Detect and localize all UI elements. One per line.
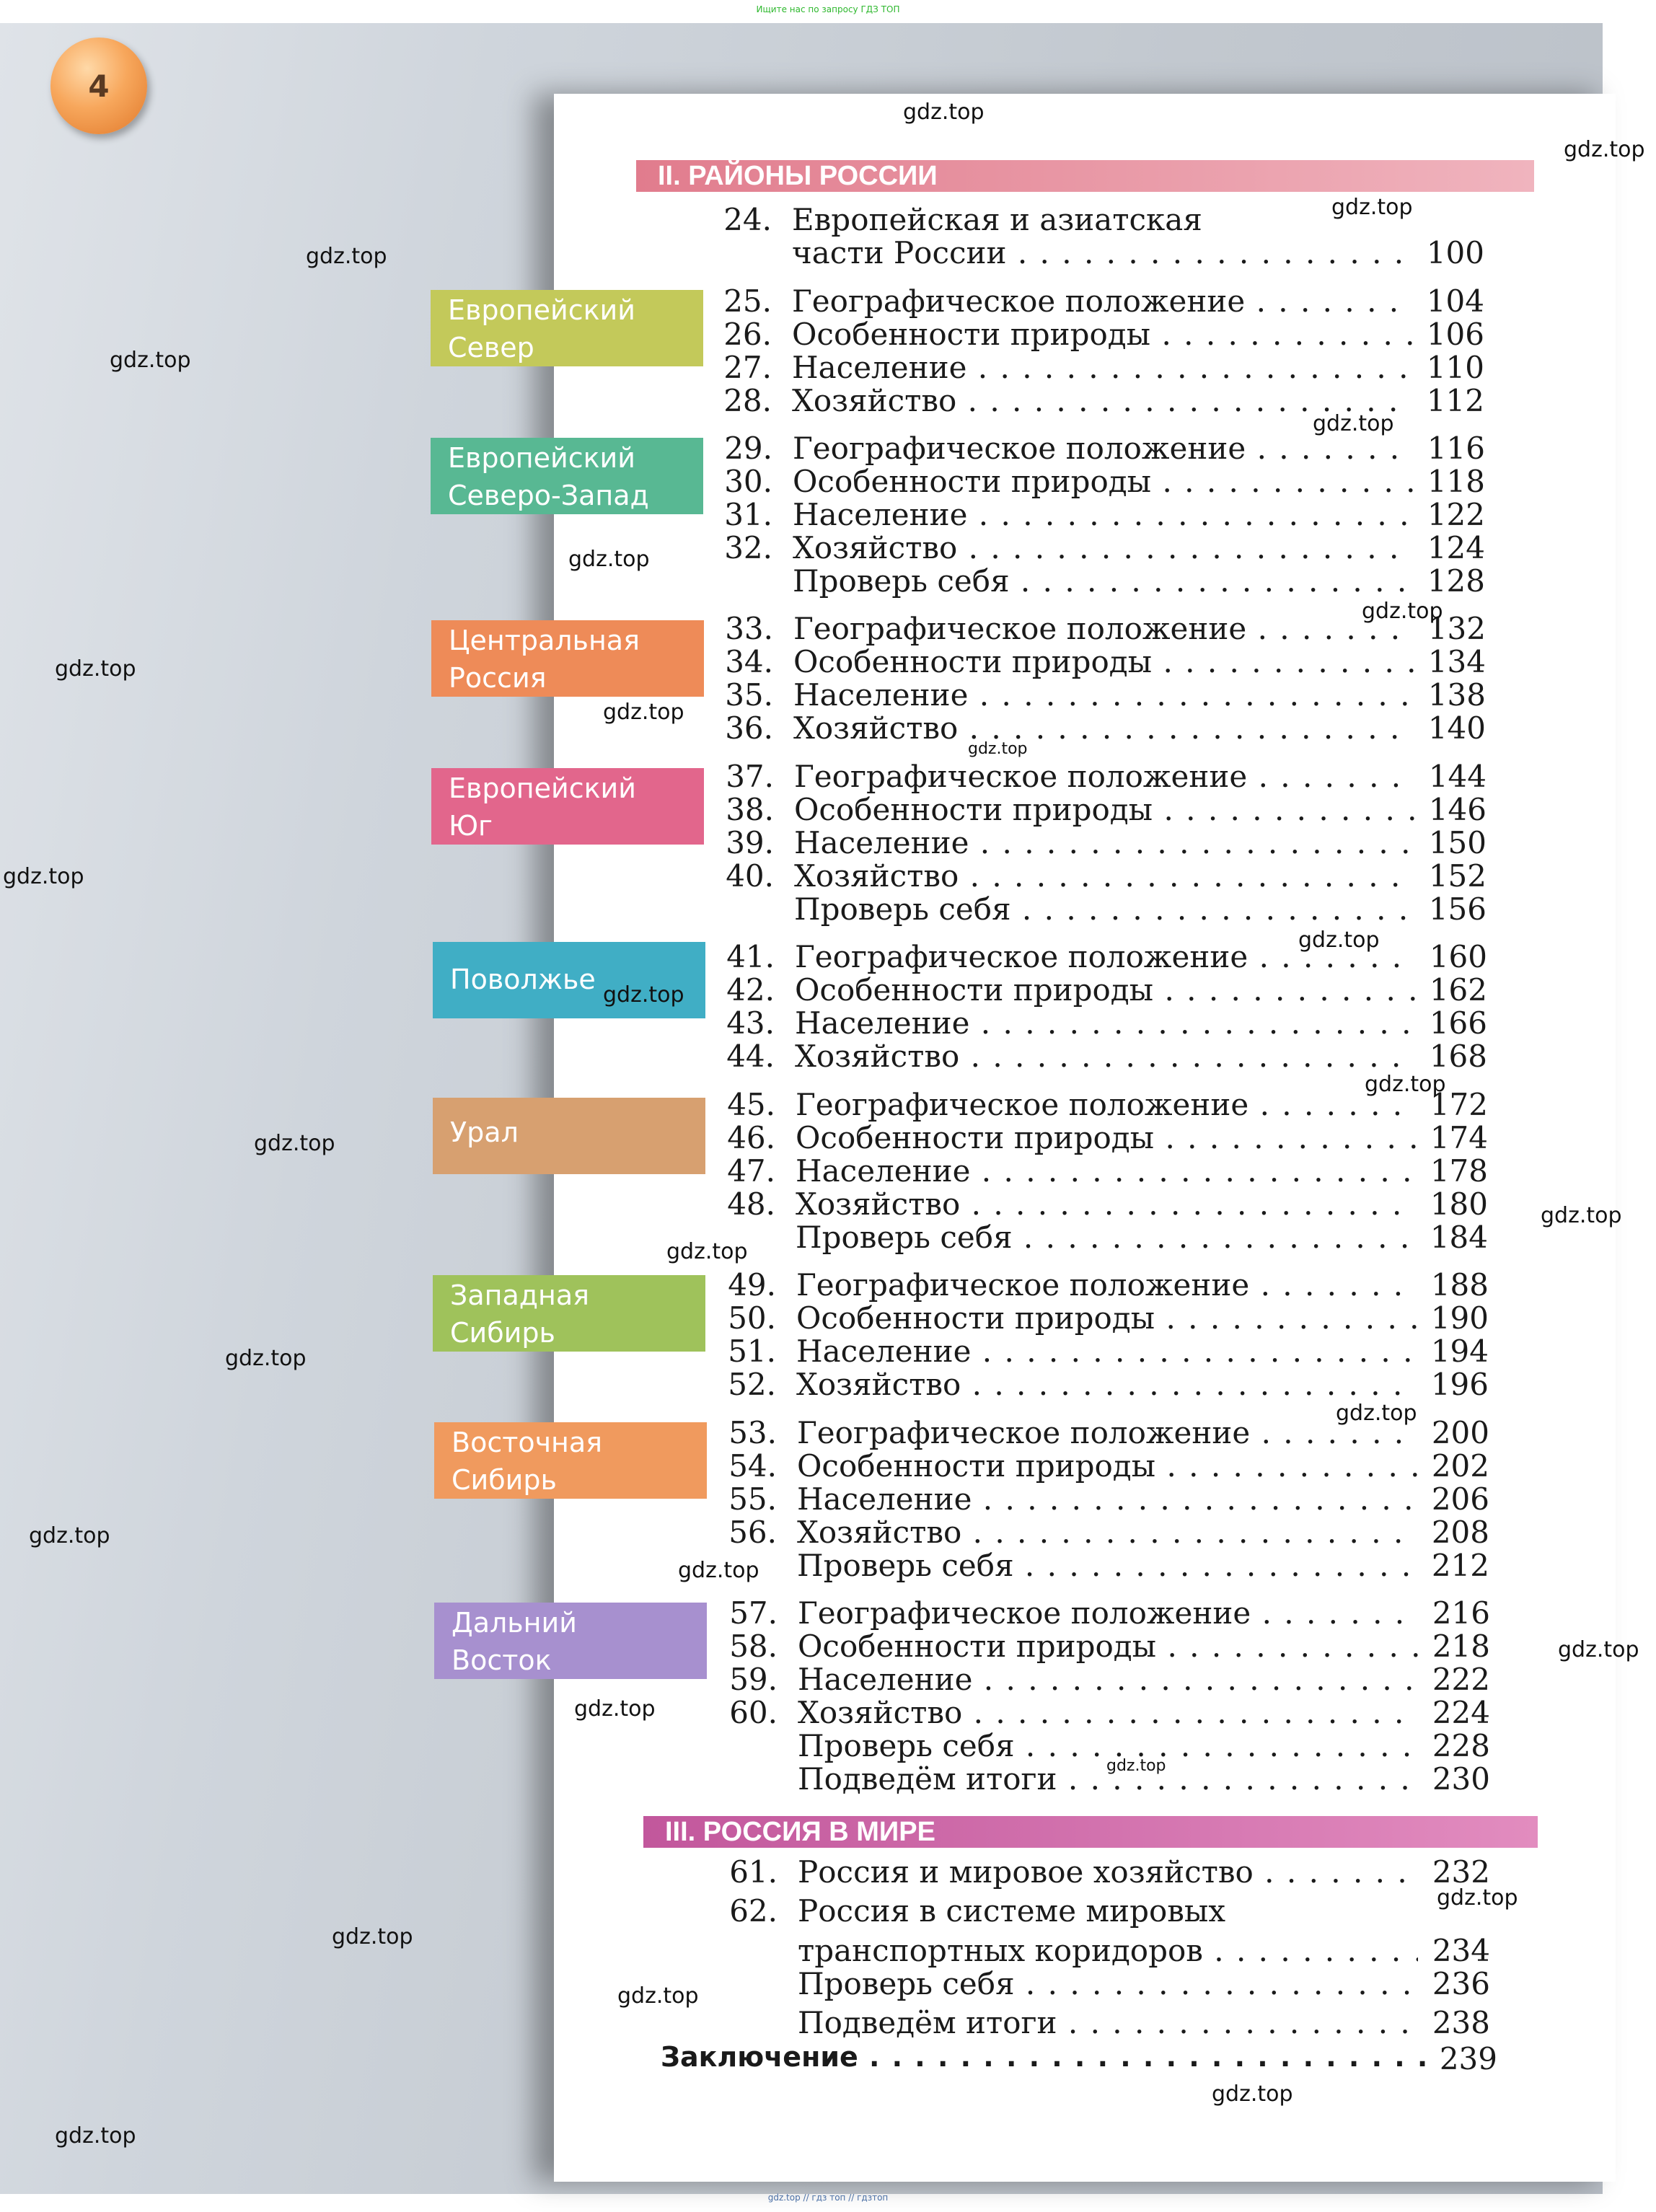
watermark-text: gdz.top	[1212, 2081, 1293, 2107]
region-label-volga: Поволжье	[433, 942, 705, 1018]
watermark-text: gdz.top	[1365, 1072, 1446, 1097]
watermark-text: gdz.top	[603, 700, 684, 725]
watermark-text: gdz.top	[603, 982, 684, 1008]
watermark-text: gdz.top	[574, 1696, 656, 1722]
watermark-text: gdz.top	[1541, 1203, 1622, 1228]
watermark-text: gdz.top	[1558, 1637, 1639, 1662]
watermark-text: gdz.top	[1313, 411, 1394, 436]
watermark-text: gdz.top	[3, 864, 84, 889]
watermark-text: gdz.top	[55, 656, 136, 682]
watermark-text: gdz.top	[666, 1239, 748, 1264]
region-label-central-russia: Центральная Россия	[431, 620, 704, 697]
watermark-text: gdz.top	[1331, 195, 1413, 220]
watermark-text: gdz.top	[1564, 137, 1645, 162]
section-header-world: III. РОССИЯ В МИРЕ	[643, 1816, 1538, 1848]
watermark-text: gdz.top	[617, 1983, 699, 2009]
region-label-east-siberia: Восточная Сибирь	[434, 1422, 707, 1499]
region-label-european-northwest: Европейский Северо-Запад	[431, 438, 703, 514]
watermark-text: gdz.top	[1106, 1757, 1166, 1775]
watermark-text: gdz.top	[903, 100, 985, 125]
section-header-regions: II. РАЙОНЫ РОССИИ	[636, 160, 1534, 192]
watermark-text: gdz.top	[306, 244, 387, 269]
watermark-text: gdz.top	[968, 740, 1028, 758]
top-note: Ищите нас по запросу ГДЗ ТОП	[756, 4, 900, 14]
watermark-text: gdz.top	[110, 348, 191, 373]
watermark-text: gdz.top	[55, 2123, 136, 2149]
watermark-text: gdz.top	[254, 1131, 335, 1156]
region-label-ural: Урал	[433, 1098, 705, 1174]
watermark-text: gdz.top	[678, 1558, 759, 1583]
watermark-text: gdz.top	[225, 1346, 307, 1371]
watermark-text: gdz.top	[1336, 1401, 1417, 1426]
region-label-far-east: Дальний Восток	[434, 1603, 707, 1679]
watermark-text: gdz.top	[29, 1523, 110, 1548]
bottom-note: gdz.top // гдз топ // гдзтоп	[767, 2193, 889, 2203]
watermark-text: gdz.top	[332, 1924, 413, 1949]
watermark-text: gdz.top	[1362, 599, 1443, 624]
watermark-text: gdz.top	[1298, 927, 1380, 953]
watermark-text: gdz.top	[568, 547, 650, 572]
watermark-text: gdz.top	[1437, 1885, 1518, 1911]
page-number-badge: 4	[50, 38, 147, 134]
region-label-european-south: Европейский Юг	[431, 768, 704, 845]
region-label-european-north: Европейский Север	[431, 290, 703, 366]
region-label-west-siberia: Западная Сибирь	[433, 1275, 705, 1352]
